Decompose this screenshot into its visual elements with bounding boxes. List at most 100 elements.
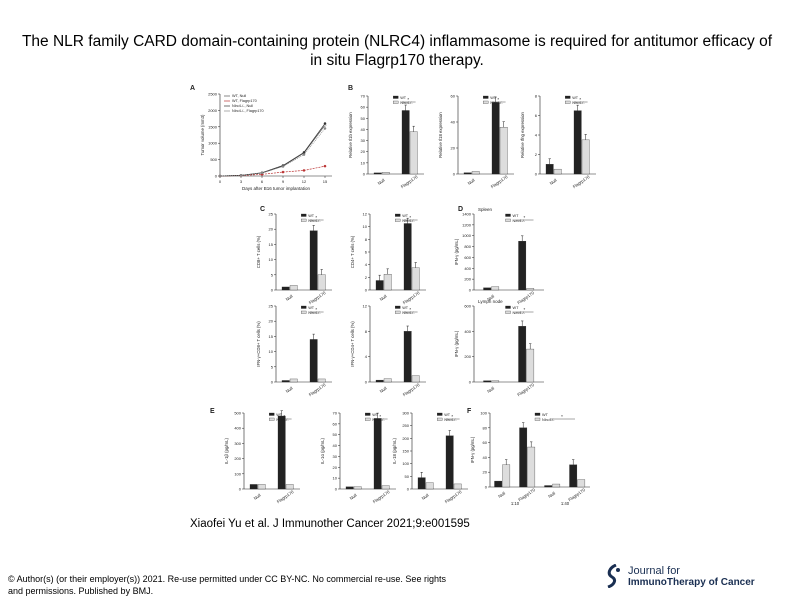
bar-nlrc4- xyxy=(553,168,562,175)
legend-swatch xyxy=(301,213,307,217)
y-tick-label: 40 xyxy=(483,455,488,460)
panel-label-b: B xyxy=(348,85,353,92)
legend-swatch xyxy=(393,95,399,99)
y-tick-label: 50 xyxy=(361,116,366,121)
panel-label-d: D xyxy=(458,206,463,213)
panel-label-c: C xyxy=(260,206,265,213)
y-tick-label: 60 xyxy=(483,440,488,445)
y-tick-label: 0 xyxy=(485,485,488,490)
bar-nlrc4- xyxy=(257,484,266,490)
bar-nlrc4- xyxy=(526,348,535,383)
legend-swatch xyxy=(301,305,307,309)
journal-logo[interactable]: Journal for ImmunoTherapy of Cancer xyxy=(604,562,774,592)
legend-swatch xyxy=(365,417,371,421)
y-tick-label: 15 xyxy=(269,334,274,339)
bar-nlrc4- xyxy=(526,288,535,291)
legend-swatch xyxy=(269,417,275,421)
y-tick-label: 400 xyxy=(234,426,241,431)
panel-label-e: E xyxy=(210,408,215,415)
legend-swatch xyxy=(395,213,401,217)
x-tick-label: Null xyxy=(486,294,495,302)
bar-wt xyxy=(518,326,527,383)
y-tick-label: 40 xyxy=(333,443,338,448)
bar-wt xyxy=(249,484,258,490)
y-tick-label: 300 xyxy=(234,441,241,446)
legend-entry: WT xyxy=(513,214,520,218)
bar-wt xyxy=(491,102,500,175)
x-tick-label: 0 xyxy=(219,179,222,184)
y-tick-label: 0 xyxy=(535,172,538,177)
y-tick-label: 4 xyxy=(365,262,368,267)
bar-wt xyxy=(309,230,318,291)
significance-marker: * xyxy=(409,215,411,220)
license-text[interactable]: © Author(s) (or their employer(s)) 2021.… xyxy=(8,574,446,596)
legend-swatch xyxy=(437,417,443,421)
legend-swatch xyxy=(483,95,489,99)
y-tick-label: 100 xyxy=(480,411,487,416)
y-axis-label: IL-18 (pg/mL) xyxy=(392,438,397,464)
bar-wt xyxy=(375,280,384,291)
y-tick-label: 200 xyxy=(464,354,471,359)
y-tick-label: 0 xyxy=(365,380,368,385)
y-tick-label: 300 xyxy=(402,411,409,416)
bar-nlrc4- xyxy=(471,171,480,175)
legend-entry: Nlrc4-/- xyxy=(542,418,555,422)
significance-marker: * xyxy=(283,414,285,419)
bar-nlrc4- xyxy=(577,479,586,488)
y-tick-label: 150 xyxy=(402,449,409,454)
data-point xyxy=(302,151,306,154)
legend-entry: Nlrc4-/- xyxy=(372,418,385,422)
y-tick-label: 0 xyxy=(453,172,456,177)
bar-nlrc4- xyxy=(353,486,362,490)
y-tick-label: 10 xyxy=(269,257,274,262)
bar-nlrc4- xyxy=(411,375,420,383)
x-tick-label: Flagrp170 xyxy=(444,489,463,505)
data-point xyxy=(281,165,285,168)
y-tick-label: 600 xyxy=(464,304,471,309)
y-tick-label: 20 xyxy=(483,470,488,475)
legend-entry: Nlrc4-/- xyxy=(572,101,585,105)
legend-swatch xyxy=(565,95,571,99)
x-tick-label: Flagrp170 xyxy=(572,174,591,190)
y-tick-label: 8 xyxy=(365,237,368,242)
y-tick-label: 1500 xyxy=(208,124,218,129)
y-tick-label: 50 xyxy=(405,474,410,479)
bar-nlrc4- xyxy=(499,127,508,175)
y-tick-label: 5 xyxy=(271,272,274,277)
y-tick-label: 5 xyxy=(271,364,274,369)
y-tick-label: 500 xyxy=(234,411,241,416)
legend-entry: WT xyxy=(513,306,520,310)
y-axis-label: IFN-γ+CD8+ T cells (%) xyxy=(256,321,261,367)
y-tick-label: 40 xyxy=(361,127,366,132)
y-tick-label: 6 xyxy=(365,250,368,255)
y-tick-label: 80 xyxy=(483,425,488,430)
data-point xyxy=(323,127,327,130)
bar-wt xyxy=(569,464,578,488)
significance-marker: * xyxy=(497,97,499,102)
x-tick-label: Null xyxy=(253,493,262,501)
bar-wt xyxy=(281,286,290,291)
y-tick-label: 0 xyxy=(363,172,366,177)
data-point xyxy=(323,122,327,125)
legend-entry: Nlrc4-/-, Null xyxy=(232,104,253,108)
y-tick-label: 0 xyxy=(239,487,242,492)
y-tick-label: 2 xyxy=(365,275,368,280)
y-axis-label: CD8+ T cells (%) xyxy=(256,235,261,268)
x-tick-label: Null xyxy=(497,491,506,499)
x-tick-label: Flagrp170 xyxy=(567,487,586,503)
y-tick-label: 1000 xyxy=(462,233,472,238)
legend-swatch xyxy=(393,100,399,104)
y-axis-label: IFN-γ (pg/mL) xyxy=(454,238,459,265)
bar-nlrc4- xyxy=(491,380,500,383)
y-tick-label: 0 xyxy=(335,487,338,492)
bar-wt xyxy=(401,110,410,175)
y-tick-label: 600 xyxy=(464,255,471,260)
legend-swatch xyxy=(395,310,401,314)
y-tick-label: 25 xyxy=(269,212,274,217)
significance-marker: * xyxy=(524,215,526,220)
y-tick-label: 2500 xyxy=(208,92,218,97)
legend-entry: Nlrc4-/- xyxy=(402,219,415,223)
bar-nlrc4- xyxy=(411,267,420,291)
legend-entry: Nlrc4-/- xyxy=(444,418,457,422)
y-tick-label: 0 xyxy=(271,288,274,293)
